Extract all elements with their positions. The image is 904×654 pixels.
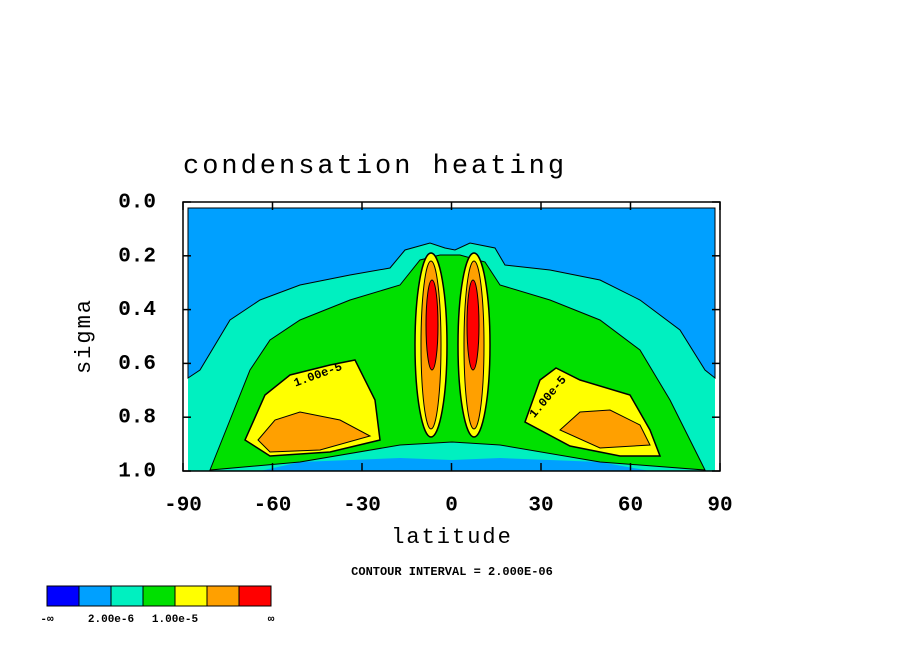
x-tick-label: 90 xyxy=(707,495,732,518)
x-tick-label: 0 xyxy=(445,495,458,518)
fill-orange xyxy=(559,409,651,449)
contour-field xyxy=(187,207,716,471)
colorbar-swatch xyxy=(78,585,112,607)
x-tick-label: -30 xyxy=(343,495,381,518)
fill-red xyxy=(425,279,439,371)
colorbar-swatch xyxy=(46,585,80,607)
colorbar-label: 2.00e-6 xyxy=(88,614,134,626)
colorbar-swatch xyxy=(206,585,240,607)
footnote: CONTOUR INTERVAL = 2.000E-06 xyxy=(351,565,553,579)
colorbar-swatch xyxy=(238,585,272,607)
x-tick-label: 60 xyxy=(618,495,643,518)
colorbar-swatch xyxy=(142,585,176,607)
colorbar-label: -∞ xyxy=(40,614,54,626)
y-tick-label: 1.0 xyxy=(118,461,156,484)
colorbar-label: 1.00e-5 xyxy=(152,614,199,626)
chart-title: condensation heating xyxy=(183,152,567,182)
fill-red xyxy=(466,279,480,371)
x-tick-label: -90 xyxy=(164,495,202,518)
y-axis-label: sigma xyxy=(72,298,97,374)
colorbar-label: ∞ xyxy=(268,614,275,626)
fill-lightblue xyxy=(187,207,716,380)
y-tick-label: 0.2 xyxy=(118,245,156,268)
x-tick-label: 30 xyxy=(528,495,553,518)
colorbar-swatch xyxy=(110,585,144,607)
x-axis-label: latitude xyxy=(391,525,513,550)
y-tick-label: 0.8 xyxy=(118,407,156,430)
y-tick-label: 0.0 xyxy=(118,192,156,215)
colorbar-swatch xyxy=(174,585,208,607)
fill-lightblue-bottom xyxy=(260,458,650,471)
x-tick-label: -60 xyxy=(254,495,292,518)
y-tick-label: 0.4 xyxy=(118,299,156,322)
y-tick-label: 0.6 xyxy=(118,353,156,376)
fill-orange xyxy=(257,411,372,453)
